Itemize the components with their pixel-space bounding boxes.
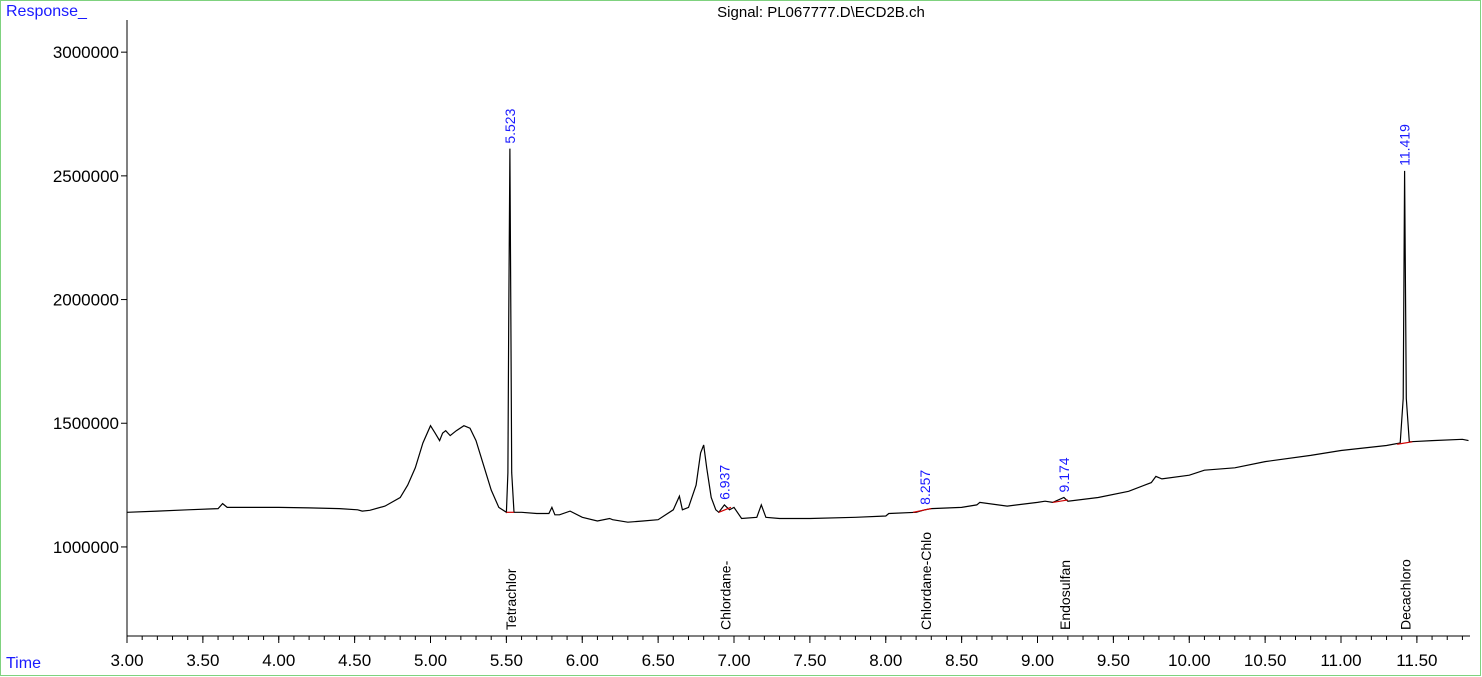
chromatogram-trace — [126, 148, 1469, 523]
y-tick-label: 2000000 — [53, 291, 119, 310]
peak-rt-label: 11.419 — [1397, 124, 1413, 166]
y-tick-label: 1500000 — [53, 414, 119, 433]
peak-baseline — [1052, 499, 1068, 504]
peak-compound-label: Endosulfan — [1057, 560, 1073, 630]
peak-compound-label: Chlordane- — [717, 560, 733, 630]
y-tick-label: 1000000 — [53, 538, 119, 557]
x-axis-label: Time — [6, 655, 41, 672]
x-tick-label: 11.50 — [1396, 651, 1437, 670]
x-tick-label: 10.50 — [1244, 651, 1287, 670]
x-tick-label: 6.50 — [642, 651, 675, 670]
peak-compound-label: Decachloro — [1398, 559, 1414, 630]
x-tick-label: 7.50 — [793, 651, 826, 670]
peak-baseline — [912, 508, 932, 513]
y-axis-label: Response_ — [6, 3, 87, 20]
x-tick-label: 6.00 — [566, 651, 599, 670]
peak-compound-label: Tetrachlor — [503, 568, 519, 630]
x-tick-label: 8.00 — [869, 651, 902, 670]
x-tick-label: 9.00 — [1021, 651, 1054, 670]
peak-rt-label: 5.523 — [502, 108, 518, 143]
x-tick-label: 9.50 — [1097, 651, 1130, 670]
peak-compound-label: Chlordane-Chlo — [918, 532, 934, 630]
x-tick-label: 4.00 — [262, 651, 295, 670]
peak-baseline — [1397, 441, 1413, 445]
x-tick-label: 4.50 — [338, 651, 371, 670]
peak-rt-label: 8.257 — [917, 470, 933, 505]
x-tick-label: 8.50 — [945, 651, 978, 670]
y-tick-label: 3000000 — [53, 43, 119, 62]
x-tick-label: 11.00 — [1320, 651, 1361, 670]
x-tick-label: 10.00 — [1168, 651, 1211, 670]
signal-title: Signal: PL067777.D\ECD2B.ch — [717, 4, 925, 21]
x-tick-label: 7.00 — [717, 651, 750, 670]
x-tick-label: 5.00 — [414, 651, 447, 670]
x-tick-label: 5.50 — [490, 651, 523, 670]
peak-baseline — [718, 506, 732, 513]
x-tick-label: 3.50 — [186, 651, 219, 670]
y-tick-label: 2500000 — [53, 167, 119, 186]
peak-rt-label: 6.937 — [716, 465, 732, 500]
x-tick-label: 3.00 — [110, 651, 143, 670]
peak-rt-label: 9.174 — [1056, 457, 1072, 492]
